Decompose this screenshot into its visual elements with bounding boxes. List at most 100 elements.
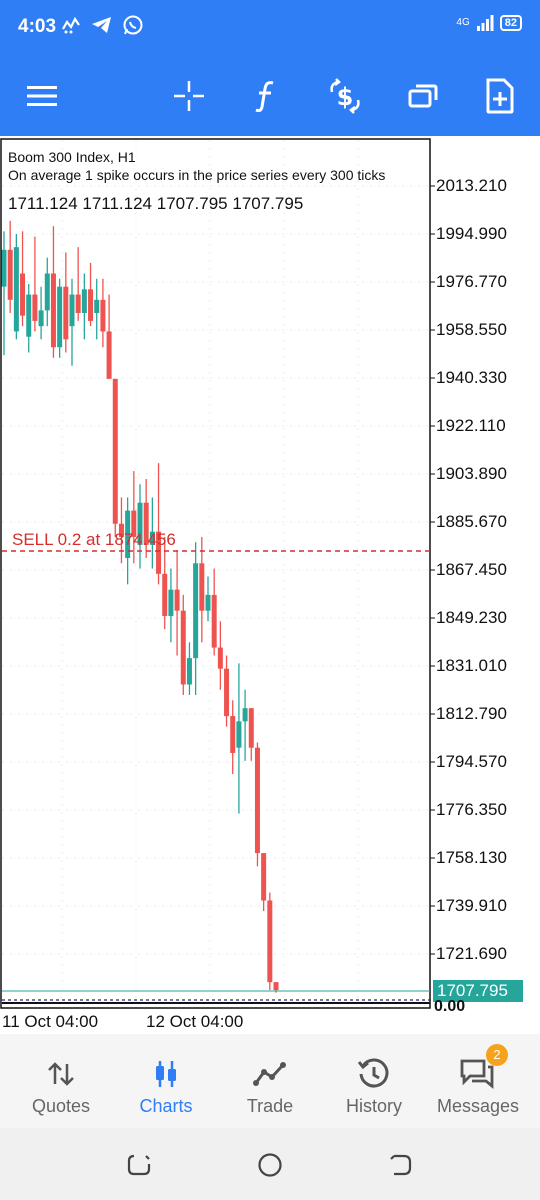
candle-body bbox=[236, 721, 242, 748]
candle bbox=[50, 226, 56, 358]
quotes-icon bbox=[41, 1056, 81, 1092]
chart-ohlc: 1711.124 1711.124 1707.795 1707.795 bbox=[8, 194, 304, 213]
candle-body bbox=[131, 510, 137, 537]
indicators-icon bbox=[255, 81, 274, 113]
whatsapp-icon bbox=[123, 15, 143, 35]
price-axis-label: 1867.450 bbox=[436, 560, 507, 579]
current-price-tag: 1707.795 bbox=[433, 980, 523, 1002]
candle bbox=[118, 497, 124, 564]
chart-area[interactable]: Boom 300 Index, H1 On average 1 spike oc… bbox=[0, 136, 540, 1034]
back-button[interactable] bbox=[386, 1150, 416, 1180]
trade-button[interactable]: $ bbox=[325, 76, 365, 116]
price-axis-label: 1922.110 bbox=[436, 416, 506, 435]
candle bbox=[193, 542, 199, 696]
status-time: 4:03 bbox=[18, 16, 57, 37]
price-axis-label: 1739.910 bbox=[436, 896, 507, 915]
price-axis-label: 1885.670 bbox=[436, 512, 507, 531]
candle-body bbox=[261, 853, 267, 901]
history-icon bbox=[354, 1056, 394, 1092]
candle-body bbox=[94, 299, 100, 314]
indicators-button[interactable] bbox=[246, 76, 286, 116]
status-notification-icons bbox=[60, 14, 144, 36]
status-bar: 4:03 4G 82 bbox=[0, 0, 540, 56]
price-axis-label: 1831.010 bbox=[436, 656, 507, 675]
candle-body bbox=[81, 289, 87, 314]
candle bbox=[44, 257, 50, 327]
candle bbox=[236, 663, 242, 814]
candle-body bbox=[156, 531, 162, 574]
candles-group bbox=[1, 220, 279, 993]
price-axis-label: 1903.890 bbox=[436, 464, 507, 483]
candle bbox=[75, 247, 81, 321]
candle bbox=[88, 262, 94, 327]
candle-body bbox=[174, 589, 180, 611]
nav-charts[interactable]: Charts bbox=[114, 1034, 218, 1128]
candle-body bbox=[267, 900, 273, 983]
battery-indicator: 82 bbox=[499, 15, 522, 31]
chart-toolbar: $ bbox=[0, 56, 540, 136]
chart-symbol: Boom 300 Index, H1 bbox=[8, 149, 136, 165]
nav-messages[interactable]: 2 Messages bbox=[426, 1034, 530, 1128]
crosshair-button[interactable] bbox=[169, 76, 209, 116]
candle bbox=[261, 853, 267, 912]
candle-body bbox=[38, 310, 44, 327]
recents-button[interactable] bbox=[124, 1150, 154, 1180]
candle bbox=[38, 286, 44, 340]
svg-text:$: $ bbox=[337, 83, 354, 111]
candle bbox=[63, 252, 69, 353]
candle-body bbox=[26, 294, 32, 337]
nav-quotes[interactable]: Quotes bbox=[9, 1034, 113, 1128]
candle-body bbox=[168, 589, 174, 616]
candle-body bbox=[273, 982, 279, 991]
candle-body bbox=[143, 502, 149, 545]
chart-frame bbox=[0, 138, 431, 1009]
trade-nav-icon bbox=[250, 1056, 290, 1092]
candle bbox=[1, 231, 7, 356]
candle bbox=[32, 236, 38, 332]
candle-body bbox=[7, 249, 13, 300]
candle bbox=[94, 278, 100, 340]
candle-body bbox=[162, 573, 168, 616]
price-axis-label: 1721.690 bbox=[436, 944, 507, 963]
price-axis-label: 1940.330 bbox=[436, 368, 507, 387]
nav-trade-label: Trade bbox=[246, 1096, 294, 1116]
window-button[interactable] bbox=[403, 76, 443, 116]
candle-body bbox=[112, 378, 118, 524]
candle-body bbox=[20, 273, 26, 316]
status-system-icons: 4G 82 bbox=[456, 14, 522, 32]
nav-quotes-label: Quotes bbox=[31, 1096, 91, 1116]
candle bbox=[112, 378, 118, 537]
candle-body bbox=[137, 502, 143, 545]
price-axis-label: 1794.570 bbox=[436, 752, 507, 771]
candle bbox=[137, 484, 143, 569]
home-button[interactable] bbox=[255, 1150, 285, 1180]
messages-badge: 2 bbox=[486, 1044, 508, 1066]
candle-body bbox=[69, 294, 75, 327]
signal-icon bbox=[476, 15, 494, 31]
candle-body bbox=[180, 610, 186, 685]
new-order-icon bbox=[486, 78, 514, 114]
candle-body bbox=[63, 286, 69, 340]
chart-description: On average 1 spike occurs in the price s… bbox=[8, 167, 386, 183]
charts-icon bbox=[146, 1056, 186, 1092]
nav-history[interactable]: History bbox=[322, 1034, 426, 1128]
sell-order-label[interactable]: SELL 0.2 at 1874.456 bbox=[12, 530, 176, 549]
candle bbox=[20, 231, 26, 327]
candle-body bbox=[199, 563, 205, 611]
nav-trade[interactable]: Trade bbox=[218, 1034, 322, 1128]
price-axis-label: 1776.350 bbox=[436, 800, 507, 819]
candle-body bbox=[118, 523, 124, 537]
new-order-button[interactable] bbox=[480, 76, 520, 116]
candle-body bbox=[211, 594, 217, 648]
candle-body bbox=[44, 273, 50, 311]
trade-icon: $ bbox=[330, 78, 360, 114]
back-icon bbox=[390, 1154, 412, 1176]
candle-body bbox=[193, 563, 199, 659]
menu-icon bbox=[27, 86, 57, 106]
menu-button[interactable] bbox=[22, 76, 62, 116]
system-navigation bbox=[0, 1128, 540, 1200]
candle bbox=[7, 220, 13, 314]
candle bbox=[106, 294, 112, 379]
price-chart bbox=[0, 138, 435, 1009]
candle-body bbox=[149, 531, 155, 545]
